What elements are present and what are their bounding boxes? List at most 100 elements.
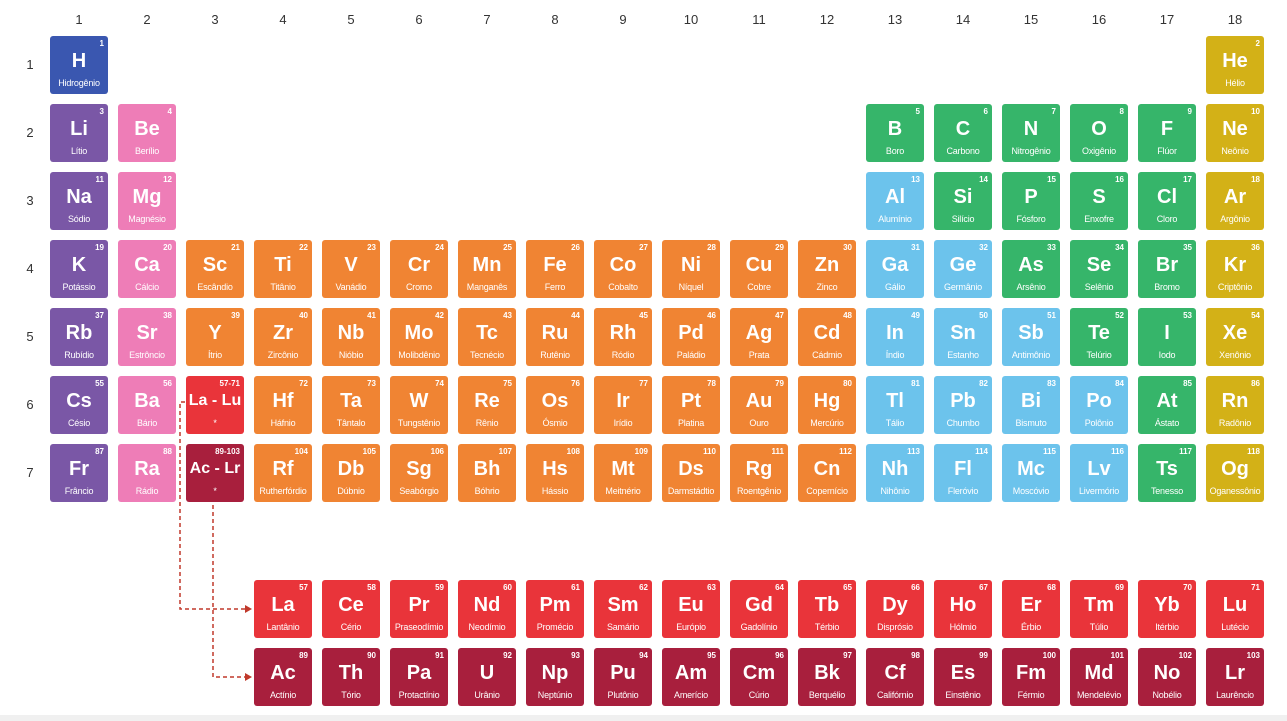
- element-cell-ru[interactable]: 44 Ru Rutênio: [526, 308, 584, 366]
- element-cell-ts[interactable]: 117 Ts Tenesso: [1138, 444, 1196, 502]
- element-cell-ta[interactable]: 73 Ta Tântalo: [322, 376, 380, 434]
- element-cell-pb[interactable]: 82 Pb Chumbo: [934, 376, 992, 434]
- element-cell-bi[interactable]: 83 Bi Bismuto: [1002, 376, 1060, 434]
- element-cell-pt[interactable]: 78 Pt Platina: [662, 376, 720, 434]
- element-cell-b[interactable]: 5 B Boro: [866, 104, 924, 162]
- element-cell-ho[interactable]: 67 Ho Hólmio: [934, 580, 992, 638]
- element-cell-nh[interactable]: 113 Nh Nihônio: [866, 444, 924, 502]
- element-cell-rb[interactable]: 37 Rb Rubídio: [50, 308, 108, 366]
- element-cell-rf[interactable]: 104 Rf Rutherfórdio: [254, 444, 312, 502]
- element-cell-ac[interactable]: 89 Ac Actínio: [254, 648, 312, 706]
- element-cell-v[interactable]: 23 V Vanádio: [322, 240, 380, 298]
- element-cell-fr[interactable]: 87 Fr Frâncio: [50, 444, 108, 502]
- element-cell-k[interactable]: 19 K Potássio: [50, 240, 108, 298]
- element-cell-fe[interactable]: 26 Fe Ferro: [526, 240, 584, 298]
- element-cell-xe[interactable]: 54 Xe Xenônio: [1206, 308, 1264, 366]
- element-cell-mc[interactable]: 115 Mc Moscóvio: [1002, 444, 1060, 502]
- element-cell-ir[interactable]: 77 Ir Irídio: [594, 376, 652, 434]
- element-cell-lv[interactable]: 116 Lv Livermório: [1070, 444, 1128, 502]
- element-cell-fm[interactable]: 100 Fm Férmio: [1002, 648, 1060, 706]
- element-cell-lu[interactable]: 71 Lu Lutécio: [1206, 580, 1264, 638]
- element-cell-gd[interactable]: 64 Gd Gadolínio: [730, 580, 788, 638]
- element-cell-ni[interactable]: 28 Ni Níquel: [662, 240, 720, 298]
- element-cell-au[interactable]: 79 Au Ouro: [730, 376, 788, 434]
- element-cell-tc[interactable]: 43 Tc Tecnécio: [458, 308, 516, 366]
- element-cell-bh[interactable]: 107 Bh Bóhrio: [458, 444, 516, 502]
- element-cell-nd[interactable]: 60 Nd Neodímio: [458, 580, 516, 638]
- element-cell-ti[interactable]: 22 Ti Titânio: [254, 240, 312, 298]
- element-cell-br[interactable]: 35 Br Bromo: [1138, 240, 1196, 298]
- element-cell-cr[interactable]: 24 Cr Cromo: [390, 240, 448, 298]
- element-cell-ra[interactable]: 88 Ra Rádio: [118, 444, 176, 502]
- element-cell-rg[interactable]: 111 Rg Roentgênio: [730, 444, 788, 502]
- element-cell-zr[interactable]: 40 Zr Zircônio: [254, 308, 312, 366]
- element-cell-pa[interactable]: 91 Pa Protactínio: [390, 648, 448, 706]
- element-cell-si[interactable]: 14 Si Silício: [934, 172, 992, 230]
- element-cell-es[interactable]: 99 Es Einstênio: [934, 648, 992, 706]
- element-cell-lr[interactable]: 103 Lr Laurêncio: [1206, 648, 1264, 706]
- element-cell-th[interactable]: 90 Th Tório: [322, 648, 380, 706]
- element-cell-p[interactable]: 15 P Fósforo: [1002, 172, 1060, 230]
- element-cell-bk[interactable]: 97 Bk Berquélio: [798, 648, 856, 706]
- element-cell-am[interactable]: 95 Am Amerício: [662, 648, 720, 706]
- element-cell-ce[interactable]: 58 Ce Cério: [322, 580, 380, 638]
- element-cell-sg[interactable]: 106 Sg Seabórgio: [390, 444, 448, 502]
- element-cell-ge[interactable]: 32 Ge Germânio: [934, 240, 992, 298]
- element-cell-ne[interactable]: 10 Ne Neônio: [1206, 104, 1264, 162]
- element-cell-zn[interactable]: 30 Zn Zinco: [798, 240, 856, 298]
- element-cell-no[interactable]: 102 No Nobélio: [1138, 648, 1196, 706]
- element-cell-os[interactable]: 76 Os Ósmio: [526, 376, 584, 434]
- element-cell-db[interactable]: 105 Db Dúbnio: [322, 444, 380, 502]
- element-cell-ga[interactable]: 31 Ga Gálio: [866, 240, 924, 298]
- element-cell-mt[interactable]: 109 Mt Meitnério: [594, 444, 652, 502]
- element-cell-rh[interactable]: 45 Rh Ródio: [594, 308, 652, 366]
- element-cell-y[interactable]: 39 Y Ítrio: [186, 308, 244, 366]
- element-cell-sr[interactable]: 38 Sr Estrôncio: [118, 308, 176, 366]
- element-cell-ba[interactable]: 56 Ba Bário: [118, 376, 176, 434]
- element-cell-fl[interactable]: 114 Fl Fleróvio: [934, 444, 992, 502]
- element-cell-i[interactable]: 53 I Iodo: [1138, 308, 1196, 366]
- element-cell-cm[interactable]: 96 Cm Cúrio: [730, 648, 788, 706]
- element-cell-hf[interactable]: 72 Hf Háfnio: [254, 376, 312, 434]
- element-cell-co[interactable]: 27 Co Cobalto: [594, 240, 652, 298]
- element-cell-cn[interactable]: 112 Cn Copernício: [798, 444, 856, 502]
- element-cell-tl[interactable]: 81 Tl Tálio: [866, 376, 924, 434]
- element-cell-al[interactable]: 13 Al Alumínio: [866, 172, 924, 230]
- element-cell-w[interactable]: 74 W Tungstênio: [390, 376, 448, 434]
- element-cell-md[interactable]: 101 Md Mendelévio: [1070, 648, 1128, 706]
- element-cell-s[interactable]: 16 S Enxofre: [1070, 172, 1128, 230]
- element-cell-pu[interactable]: 94 Pu Plutônio: [594, 648, 652, 706]
- element-cell-li[interactable]: 3 Li Lítio: [50, 104, 108, 162]
- element-cell-h[interactable]: 1 H Hidrogênio: [50, 36, 108, 94]
- element-cell-og[interactable]: 118 Og Oganessônio: [1206, 444, 1264, 502]
- element-cell-sm[interactable]: 62 Sm Samário: [594, 580, 652, 638]
- element-cell-cu[interactable]: 29 Cu Cobre: [730, 240, 788, 298]
- element-cell-pm[interactable]: 61 Pm Promécio: [526, 580, 584, 638]
- element-cell-hs[interactable]: 108 Hs Hássio: [526, 444, 584, 502]
- element-cell-tm[interactable]: 69 Tm Túlio: [1070, 580, 1128, 638]
- element-cell-eu[interactable]: 63 Eu Európio: [662, 580, 720, 638]
- element-cell-at[interactable]: 85 At Ástato: [1138, 376, 1196, 434]
- element-cell-pr[interactable]: 59 Pr Praseodímio: [390, 580, 448, 638]
- element-cell-nb[interactable]: 41 Nb Nióbio: [322, 308, 380, 366]
- element-cell-ca[interactable]: 20 Ca Cálcio: [118, 240, 176, 298]
- element-cell-np[interactable]: 93 Np Neptúnio: [526, 648, 584, 706]
- element-cell-be[interactable]: 4 Be Berílio: [118, 104, 176, 162]
- element-cell-rn[interactable]: 86 Rn Radônio: [1206, 376, 1264, 434]
- element-cell-hg[interactable]: 80 Hg Mercúrio: [798, 376, 856, 434]
- element-cell-mg[interactable]: 12 Mg Magnésio: [118, 172, 176, 230]
- element-cell-as[interactable]: 33 As Arsênio: [1002, 240, 1060, 298]
- element-cell-f[interactable]: 9 F Flúor: [1138, 104, 1196, 162]
- element-cell-te[interactable]: 52 Te Telúrio: [1070, 308, 1128, 366]
- element-cell-cs[interactable]: 55 Cs Césio: [50, 376, 108, 434]
- element-cell-cf[interactable]: 98 Cf Califórnio: [866, 648, 924, 706]
- element-cell-dy[interactable]: 66 Dy Disprósio: [866, 580, 924, 638]
- element-cell-o[interactable]: 8 O Oxigênio: [1070, 104, 1128, 162]
- element-cell-mn[interactable]: 25 Mn Manganês: [458, 240, 516, 298]
- element-cell-ds[interactable]: 110 Ds Darmstádtio: [662, 444, 720, 502]
- element-cell-cl[interactable]: 17 Cl Cloro: [1138, 172, 1196, 230]
- element-cell-ag[interactable]: 47 Ag Prata: [730, 308, 788, 366]
- element-cell-mo[interactable]: 42 Mo Molibdênio: [390, 308, 448, 366]
- element-cell-sb[interactable]: 51 Sb Antimônio: [1002, 308, 1060, 366]
- element-cell-tb[interactable]: 65 Tb Térbio: [798, 580, 856, 638]
